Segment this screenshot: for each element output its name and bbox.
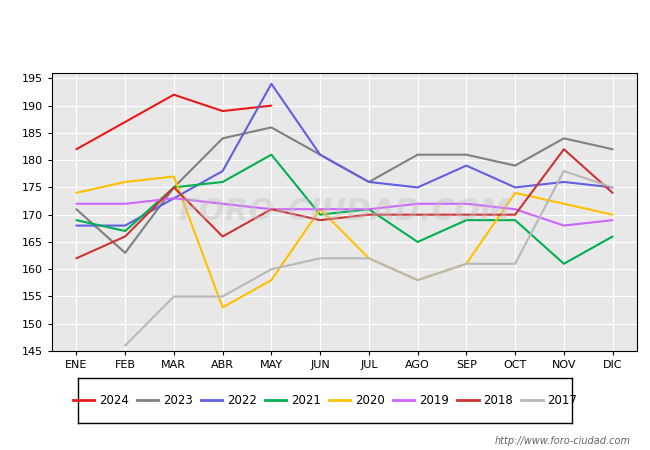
Text: http://www.foro-ciudad.com: http://www.foro-ciudad.com — [495, 436, 630, 446]
Legend: 2024, 2023, 2022, 2021, 2020, 2019, 2018, 2017: 2024, 2023, 2022, 2021, 2020, 2019, 2018… — [68, 389, 582, 412]
Text: Afiliados en Alborea a 31/5/2024: Afiliados en Alborea a 31/5/2024 — [190, 9, 460, 27]
Text: FORO-CIUDAD.COM: FORO-CIUDAD.COM — [178, 198, 511, 226]
